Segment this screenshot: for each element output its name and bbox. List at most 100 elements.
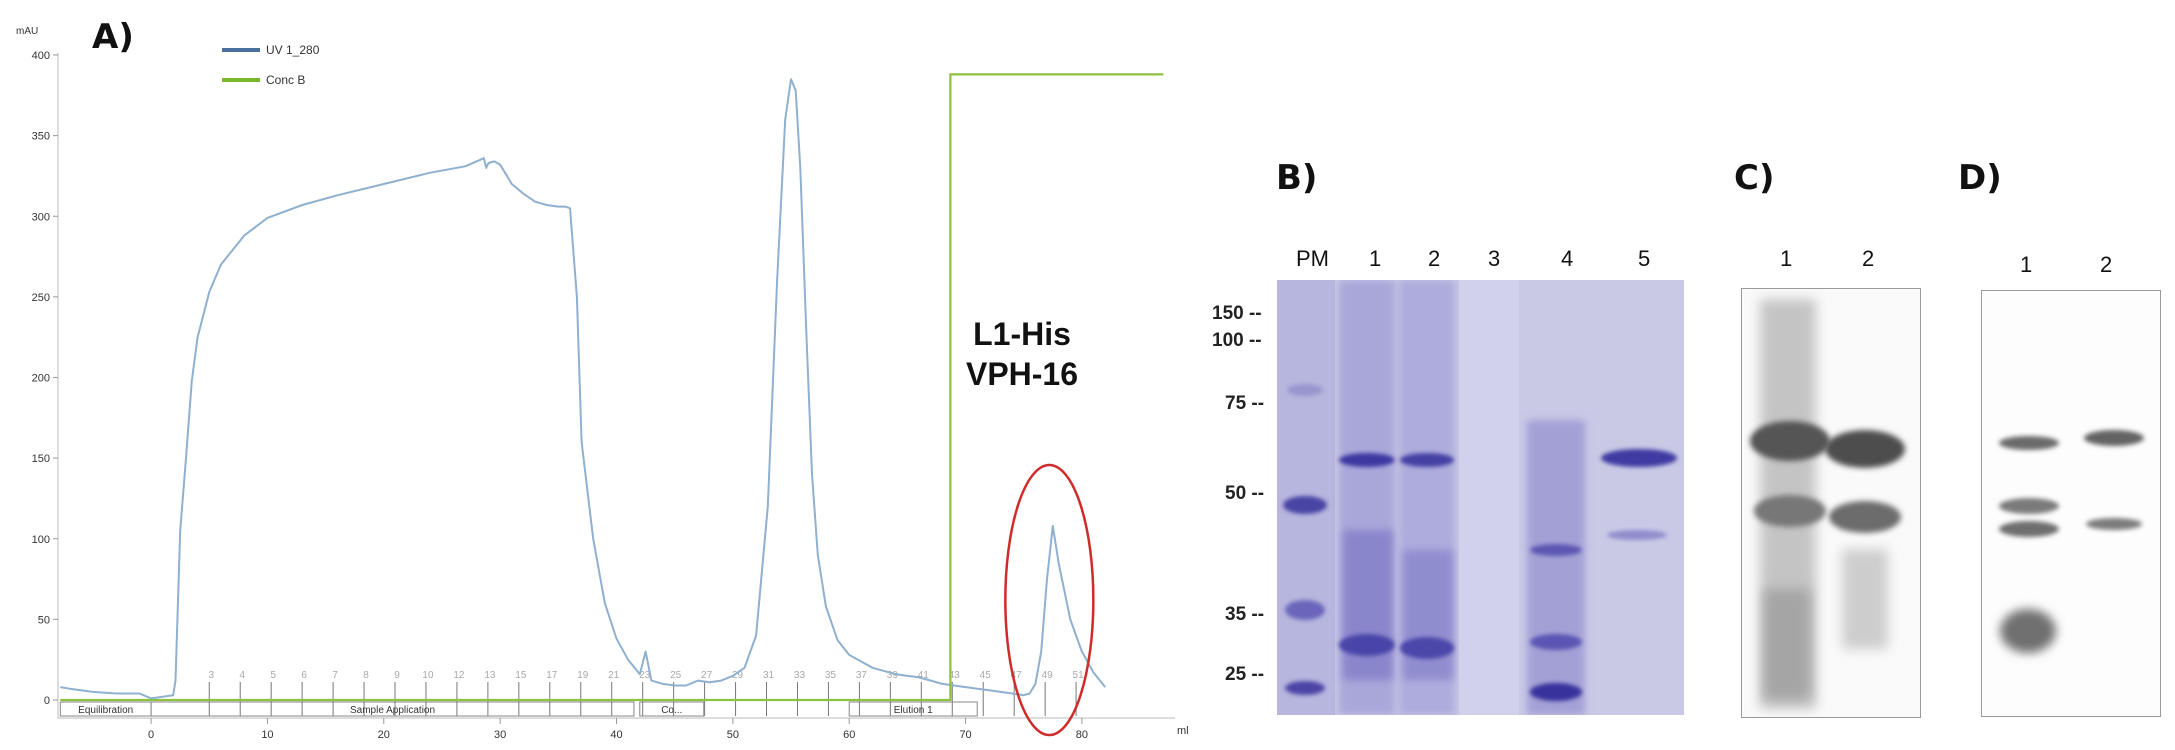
fraction-label: 25 — [670, 670, 682, 681]
legend-label: UV 1_280 — [266, 43, 320, 57]
gel-band — [1530, 544, 1582, 556]
fraction-label: 6 — [301, 670, 307, 681]
x-tick-label: 40 — [610, 729, 622, 741]
y-tick-label: 350 — [32, 131, 50, 143]
y-tick-label: 50 — [38, 614, 50, 626]
gel-band — [1400, 453, 1454, 467]
mw-label-25: 25 -- — [1225, 664, 1265, 685]
phase-label: Elution 1 — [894, 705, 933, 716]
fraction-label: 3 — [208, 670, 214, 681]
panel-b-label: B) — [1276, 158, 1318, 198]
chromatogram-panel: A) mAU ml 0 50 100 150 200 250 300 350 400 0 10 20 30 40… — [16, 17, 1189, 741]
fraction-label: 12 — [453, 670, 465, 681]
gel-band — [1607, 530, 1667, 540]
lane-label-3: 3 — [1488, 246, 1501, 271]
y-unit-label: mAU — [16, 26, 38, 37]
x-tick-label: 70 — [959, 729, 971, 741]
phase-label: Co... — [661, 705, 682, 716]
blot-d-lane-label-1: 1 — [2020, 252, 2033, 277]
annotation-text-line2: VPH-16 — [966, 356, 1078, 392]
fraction-label: 15 — [515, 670, 527, 681]
fraction-label: 10 — [422, 670, 434, 681]
gel-band — [1283, 496, 1327, 514]
lane-label-1: 1 — [1369, 246, 1382, 271]
phase-label: Equilibration — [78, 705, 133, 716]
y-tick-label: 250 — [32, 292, 50, 304]
fraction-label: 41 — [918, 670, 930, 681]
x-tick-label: 80 — [1076, 729, 1088, 741]
panel-c-label: C) — [1734, 158, 1775, 198]
blot-smear — [1764, 589, 1810, 699]
blot-band — [2000, 609, 2056, 653]
lane-label-5: 5 — [1638, 246, 1651, 271]
gel-lane-2 — [1399, 280, 1455, 715]
blot-band — [2086, 518, 2142, 530]
gel-band — [1339, 634, 1395, 656]
phase-box — [639, 701, 705, 717]
fraction-label: 21 — [608, 670, 620, 681]
gel-lane-3 — [1459, 280, 1519, 715]
lane-label-pm: PM — [1296, 246, 1329, 271]
fraction-label: 4 — [239, 670, 245, 681]
gel-band — [1339, 453, 1395, 467]
highlight-ellipse — [1004, 463, 1095, 737]
gel-band — [1530, 683, 1582, 701]
gel-band — [1530, 634, 1582, 650]
fraction-label: 35 — [825, 670, 837, 681]
fraction-label: 45 — [980, 670, 992, 681]
x-tick-label: 0 — [148, 729, 154, 741]
blot-band — [1829, 501, 1901, 533]
panel-d-label: D) — [1958, 158, 2002, 198]
gel-lane-5 — [1601, 449, 1677, 540]
lane-label-4: 4 — [1561, 246, 1574, 271]
blot-c-lane-label-1: 1 — [1780, 246, 1793, 271]
gel-band — [1285, 600, 1325, 620]
fraction-label: 13 — [484, 670, 496, 681]
blot-band — [1750, 421, 1830, 461]
gel-band — [1601, 449, 1677, 467]
y-tick-label: 100 — [32, 534, 50, 546]
fraction-label: 37 — [856, 670, 868, 681]
fraction-label: 33 — [794, 670, 806, 681]
y-tick-label: 300 — [32, 211, 50, 223]
gel-band — [1400, 637, 1454, 659]
fraction-label: 39 — [887, 670, 899, 681]
uv-trace-line — [60, 78, 1106, 700]
phase-label: Sample Application — [350, 705, 435, 716]
fraction-label: 19 — [577, 670, 589, 681]
sds-page-gel — [1277, 280, 1684, 715]
x-tick-label: 50 — [727, 729, 739, 741]
x-tick-label: 20 — [378, 729, 390, 741]
mw-label-75: 75 -- — [1225, 393, 1265, 414]
blot-smear — [1842, 549, 1888, 649]
blot-band — [1999, 436, 2059, 450]
blot-band — [1754, 495, 1826, 527]
fraction-label: 47 — [1011, 670, 1023, 681]
blot-band — [2084, 430, 2144, 446]
blot-d-lane-label-2: 2 — [2100, 252, 2113, 277]
annotation-text-line1: L1-His — [973, 316, 1071, 352]
y-tick-label: 0 — [44, 695, 50, 707]
blot-c-lane-label-2: 2 — [1862, 246, 1875, 271]
x-tick-label: 30 — [494, 729, 506, 741]
fraction-label: 51 — [1073, 670, 1085, 681]
fraction-label: 9 — [394, 670, 400, 681]
gel-band — [1285, 681, 1325, 695]
fraction-label: 7 — [332, 670, 338, 681]
mw-label-35: 35 -- — [1225, 604, 1265, 625]
blot-band — [1999, 498, 2059, 514]
fraction-label: 17 — [546, 670, 558, 681]
y-tick-label: 400 — [32, 50, 50, 62]
fraction-label: 43 — [949, 670, 961, 681]
fraction-label: 5 — [270, 670, 276, 681]
conc-b-line — [60, 73, 1164, 702]
x-tick-label: 60 — [843, 729, 855, 741]
gel-lane-4 — [1527, 420, 1585, 715]
legend-label: Conc B — [266, 73, 305, 87]
x-unit-label: ml — [1177, 725, 1189, 737]
gel-band — [1287, 384, 1323, 396]
lane-label-2: 2 — [1428, 246, 1441, 271]
blot-band — [1825, 430, 1905, 468]
western-blot-d — [1981, 290, 2161, 717]
gel-lane-pm — [1277, 280, 1335, 715]
